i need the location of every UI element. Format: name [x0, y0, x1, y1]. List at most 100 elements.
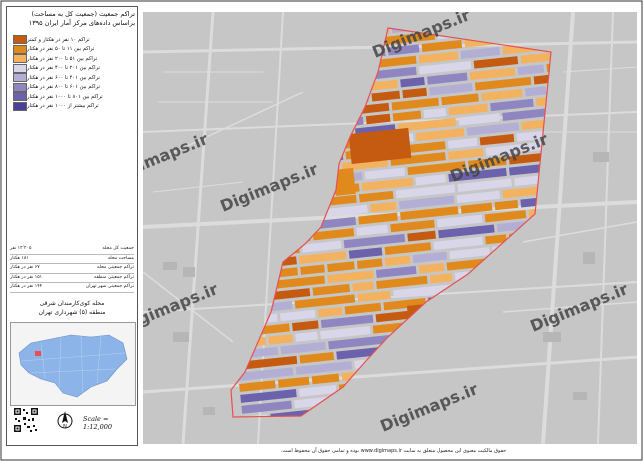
parcel-block	[460, 46, 501, 59]
parcel-block	[361, 177, 414, 192]
parcel-block	[456, 190, 501, 204]
parcel-block	[460, 202, 493, 214]
parcel-block	[418, 51, 459, 64]
parcel-block	[323, 204, 368, 218]
legend-label: تراکم بین ۲۰۱ تا ۴۰۰ نفر در هکتار	[27, 65, 100, 72]
legend-label: تراکم بین ۴۰۱ تا ۶۰۰ نفر در هکتار	[27, 74, 100, 81]
parcel-block	[364, 167, 406, 180]
parcel-block	[466, 122, 520, 136]
parcel-block	[438, 224, 495, 239]
legend-item: تراکم بین ۲۰۱ تا ۴۰۰ نفر در هکتار	[10, 63, 134, 74]
map-title: تراکم جمعیت (جمعیت کل به مساحت) براساس د…	[9, 10, 135, 28]
parcel-block	[294, 294, 356, 309]
parcel-block	[328, 335, 390, 350]
parcel-block	[327, 270, 374, 284]
legend-swatch	[13, 54, 27, 64]
legend-label: تراکم بین ۵۱ تا ۲۰۰ نفر در هکتار	[27, 55, 98, 62]
parcel-block	[485, 234, 507, 245]
parcel-block	[292, 320, 319, 332]
parcel-block	[236, 355, 298, 371]
stat-value: ۱۵۱ نفر در هکتار	[10, 274, 43, 280]
inset-map	[10, 322, 136, 406]
parcel-block	[468, 156, 507, 169]
parcel-block	[320, 326, 371, 340]
parcel-block	[484, 210, 527, 223]
parcel-block	[358, 212, 398, 225]
parcel-block	[390, 219, 435, 233]
legend-item: تراکم بین ۵۱ تا ۲۰۰ نفر در هکتار	[10, 54, 134, 64]
legend-item: تراکم بین ۶۰۱ تا ۸۰۰ نفر در هکتار	[10, 82, 134, 93]
stat-label: تراکم جمعیتی منطقه	[94, 274, 134, 280]
parcel-block	[393, 284, 453, 299]
parcel-block	[449, 247, 490, 260]
parcel-block	[533, 72, 551, 85]
parcel-block	[392, 110, 422, 122]
parcel-block	[365, 113, 391, 125]
legend-swatch	[13, 92, 27, 102]
legend-swatch	[13, 73, 27, 83]
scale-label: Scale = 1:12,000	[83, 415, 113, 431]
parcel-block	[343, 233, 406, 249]
stat-label: تراکم جمعیتی شهر تهران	[85, 284, 134, 289]
legend-label: تراکم بین ۶۰۱ تا ۸۰۰ نفر در هکتار	[27, 84, 100, 91]
parcel-block	[485, 141, 545, 156]
parcel-block	[239, 380, 276, 392]
parcel-block	[447, 148, 484, 160]
place-label: محله کوی‌کارمندان شرقی منطقه (۵) شهرداری…	[10, 299, 134, 317]
parcel-block	[312, 283, 351, 296]
legend-item: تراکم ۱۰ نفر در هکتار و کمتر	[10, 35, 134, 45]
neighborhood-name: محله کوی‌کارمندان شرقی	[39, 300, 105, 307]
parcel-block	[300, 264, 325, 275]
parcel-block	[391, 97, 440, 111]
district-name: منطقه (۵) شهرداری تهران	[38, 309, 106, 316]
copyright-note: حقوق مالکیت معنوی این محصول متعلق به سای…	[280, 448, 507, 454]
parcel-block	[447, 137, 478, 149]
parcel-block	[390, 152, 446, 166]
parcel-block	[429, 82, 473, 96]
parcel-block	[402, 87, 427, 99]
parcel-block	[241, 400, 292, 414]
parcel-block	[295, 361, 353, 375]
parcel-block	[473, 56, 519, 69]
parcel-block	[341, 158, 389, 172]
tehran-region-shape	[18, 334, 128, 398]
parcel-block	[240, 389, 297, 403]
stat-value: ۶۷ نفر در هکتار	[10, 265, 40, 270]
stat-label: تراکم جمعیتی محله	[97, 265, 134, 270]
legend-swatch	[13, 101, 27, 111]
parcel-block	[448, 167, 507, 182]
stat-row: تراکم جمعیتی محله ۶۷ نفر در هکتار	[10, 264, 134, 274]
parcel-block	[299, 251, 347, 264]
north-arrow-icon: N	[57, 411, 73, 430]
parcel-block	[356, 224, 389, 236]
parcel-block	[375, 265, 417, 279]
legend: تراکم ۱۰ نفر در هکتار و کمتر تراکم بین ۱۱…	[10, 35, 134, 111]
stat-value: ۱۴۴ نفر در هکتار	[10, 284, 43, 289]
legend-item: تراکم بین ۸۰۱ تا ۱۰۰۰ نفر در هکتار	[10, 92, 134, 102]
parcel-block	[358, 190, 394, 203]
parcel-block	[458, 113, 501, 126]
parcel-block	[312, 228, 355, 241]
legend-label: تراکم بین ۸۰۱ تا ۱۰۰۰ نفر در هکتار	[27, 93, 103, 100]
parcel-block	[415, 128, 465, 142]
parcel-block	[457, 178, 512, 193]
parcel-block	[398, 195, 455, 210]
parcel-block	[384, 242, 432, 255]
parcel-block	[418, 262, 445, 274]
parcel-block	[280, 341, 326, 355]
parcel-block	[348, 127, 412, 164]
parcel-block	[277, 376, 310, 388]
parcel-block	[407, 230, 436, 242]
legend-swatch	[13, 44, 27, 54]
background-buildings	[163, 152, 609, 415]
parcel-block	[474, 76, 532, 91]
subtitle-text: براساس داده‌های مرکز آمار ایران ۱۳۹۵	[28, 19, 135, 27]
legend-item: تراکم بین ۴۰۱ تا ۶۰۰ نفر در هکتار	[10, 73, 134, 83]
parcel-block	[521, 117, 551, 131]
parcel-block	[299, 351, 335, 364]
legend-item: تراکم بین ۱۱ تا ۵۰ نفر در هکتار	[10, 44, 134, 55]
main-map: Digimaps.ir Digimaps.ir Digimaps.ir Digi…	[143, 12, 637, 444]
parcel-block	[371, 90, 401, 102]
parcel-block	[423, 107, 447, 119]
